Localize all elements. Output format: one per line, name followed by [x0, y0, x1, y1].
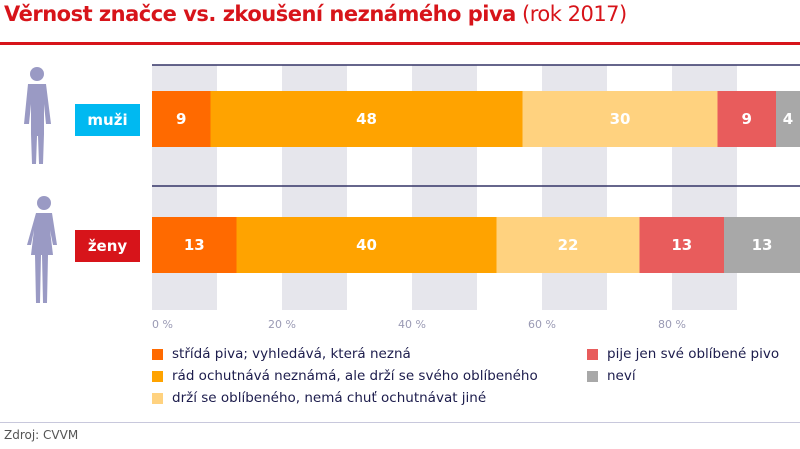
bar-segment [496, 217, 640, 273]
legend-item: rád ochutnává neznámá, ale drží se svého… [152, 368, 538, 384]
bar-value-label: 13 [752, 236, 773, 254]
legend-swatch [152, 392, 163, 404]
bar-segment [152, 91, 211, 147]
title-year: (rok 2017) [522, 2, 627, 26]
x-tick-label: 40 % [398, 318, 426, 330]
bar-segment [522, 91, 718, 147]
legend-swatch [587, 348, 598, 360]
bar-segment [210, 91, 523, 147]
legend-item: pije jen své oblíbené pivo [587, 346, 779, 362]
legend-item: střídá piva; vyhledává, která nezná [152, 346, 411, 362]
legend-swatch [587, 370, 598, 382]
legend-label: pije jen své oblíbené pivo [607, 346, 780, 362]
man-icon [24, 67, 51, 164]
x-tick-label: 20 % [268, 318, 296, 330]
group-label-muzi: muži [75, 104, 140, 136]
bar-segment [152, 217, 237, 273]
bar-value-label: 9 [742, 110, 752, 128]
woman-icon [27, 196, 57, 303]
bar-segment [639, 217, 724, 273]
bar-value-label: 40 [356, 236, 377, 254]
legend-label: drží se oblíbeného, nemá chuť ochutnávat… [172, 390, 487, 406]
bar-value-label: 13 [184, 236, 205, 254]
bar-value-label: 48 [356, 110, 377, 128]
source-divider [0, 422, 800, 423]
bar-value-label: 9 [176, 110, 186, 128]
x-tick-label: 0 % [152, 318, 173, 330]
bar-value-label: 13 [671, 236, 692, 254]
legend-label: rád ochutnává neznámá, ale drží se svého… [172, 368, 538, 384]
chart-title: Věrnost značce vs. zkoušení neznámého pi… [4, 2, 627, 26]
bar-segment [724, 217, 800, 273]
title-main: Věrnost značce vs. zkoušení neznámého pi… [4, 2, 516, 26]
source-note: Zdroj: CVVM [4, 428, 79, 442]
x-tick-label: 60 % [528, 318, 556, 330]
x-tick-label: 80 % [658, 318, 686, 330]
bar-value-label: 22 [558, 236, 579, 254]
bar-value-label: 30 [610, 110, 631, 128]
bar-value-label: 4 [783, 110, 793, 128]
chart-plot: 9 48 30 9 4 13 40 22 13 13 0 % 20 % 40 % 60 % 80 % [24, 64, 800, 330]
group-label-zeny: ženy [75, 230, 140, 262]
bar-segment [776, 91, 800, 147]
bar-segment [236, 217, 497, 273]
legend-item: neví [587, 368, 636, 384]
legend-item: drží se oblíbeného, nemá chuť ochutnávat… [152, 390, 486, 406]
legend-swatch [152, 348, 163, 360]
bar-segment [717, 91, 776, 147]
title-rule [0, 42, 800, 45]
legend-swatch [152, 370, 163, 382]
legend-label: střídá piva; vyhledává, která nezná [172, 346, 411, 362]
legend-label: neví [607, 368, 636, 384]
